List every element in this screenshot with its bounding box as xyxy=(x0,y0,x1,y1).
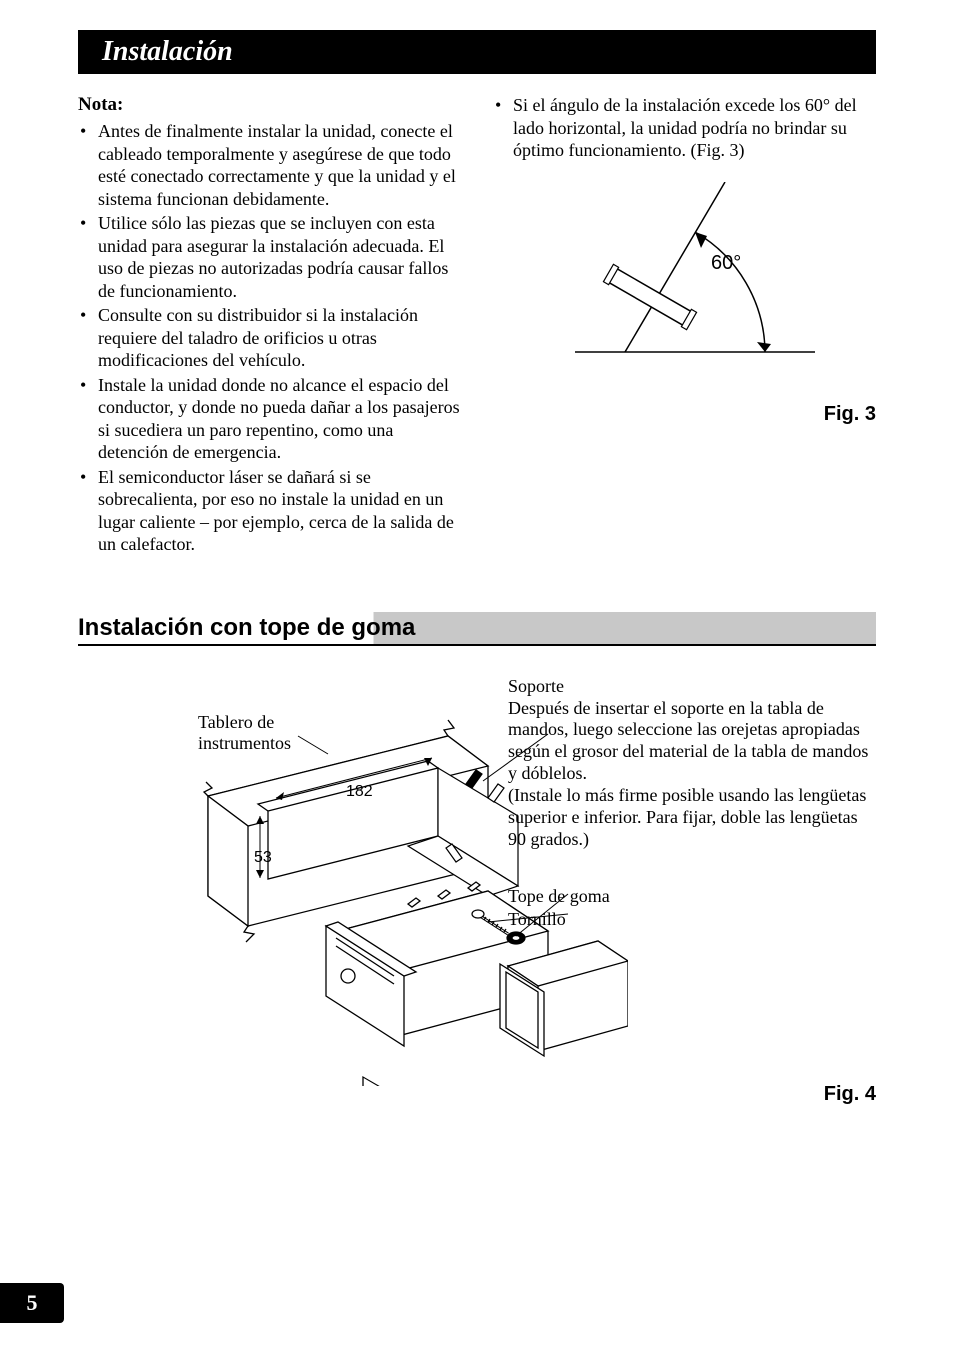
fig4-label: Fig. 4 xyxy=(824,1083,876,1106)
label-soporte-title: Soporte xyxy=(508,676,868,698)
label-dim-53: 53 xyxy=(254,848,272,868)
page-number-value: 5 xyxy=(27,1290,38,1316)
nota-list: Antes de finalmente instalar la unidad, … xyxy=(78,120,461,556)
nota-item: Utilice sólo las piezas que se incluyen … xyxy=(78,212,461,302)
nota-item: El semiconductor láser se dañará si se s… xyxy=(78,466,461,556)
label-soporte-body: Después de insertar el soporte en la tab… xyxy=(508,698,876,852)
fig3-label: Fig. 3 xyxy=(493,403,876,426)
label-tornillo: Tornillo xyxy=(508,909,566,931)
label-dim-182: 182 xyxy=(346,782,373,802)
label-tablero: Tablero de instrumentos xyxy=(198,712,291,756)
nota-item: Consulte con su distribuidor si la insta… xyxy=(78,304,461,372)
angle-value: 60° xyxy=(711,251,741,275)
page-title-bar: Instalación xyxy=(78,30,876,74)
nota-item: Instale la unidad donde no alcance el es… xyxy=(78,374,461,464)
right-column: Si el ángulo de la instalación excede lo… xyxy=(493,94,876,558)
nota-item: Antes de finalmente instalar la unidad, … xyxy=(78,120,461,210)
fig4-diagram: Tablero de instrumentos 182 53 Soporte D… xyxy=(78,676,876,1106)
left-column: Nota: Antes de finalmente instalar la un… xyxy=(78,94,461,558)
label-tope: Tope de goma xyxy=(508,886,610,908)
section2-heading: Instalación con tope de goma xyxy=(78,612,876,646)
page-title: Instalación xyxy=(102,36,233,68)
fig3-diagram: 60° xyxy=(493,182,876,387)
page-number: 5 xyxy=(0,1283,64,1323)
angle-bullet: Si el ángulo de la instalación excede lo… xyxy=(493,94,876,162)
nota-heading: Nota: xyxy=(78,94,461,116)
